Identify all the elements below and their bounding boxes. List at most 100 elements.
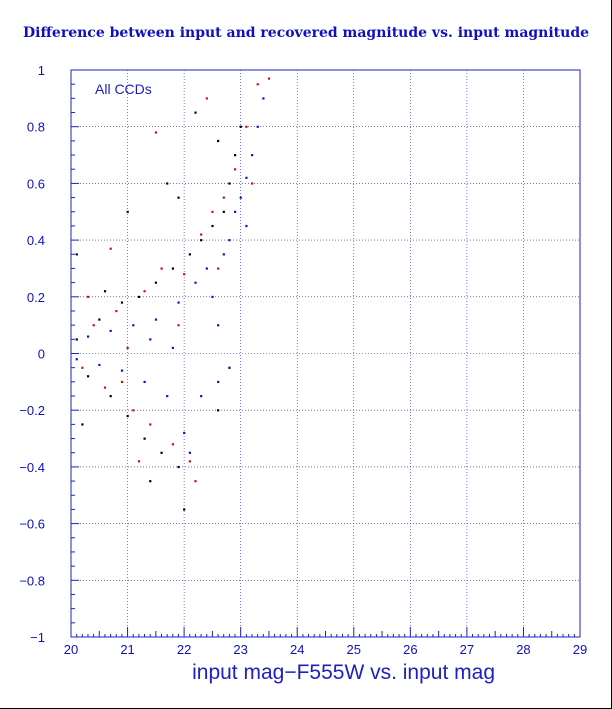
data-point-series-1 [149, 480, 152, 483]
data-point-series-2 [149, 423, 152, 426]
data-point-series-2 [256, 83, 259, 86]
data-point-series-1 [126, 210, 129, 213]
y-tick-label: 0.2 [27, 290, 45, 305]
y-tick-label: −0.6 [19, 517, 45, 532]
data-point-series-3 [262, 97, 265, 100]
data-point-series-1 [160, 451, 163, 454]
data-point-series-1 [239, 125, 242, 128]
data-point-series-1 [183, 508, 186, 511]
data-point-series-1 [217, 409, 220, 412]
data-point-series-2 [92, 324, 95, 327]
data-point-series-3 [188, 451, 191, 454]
data-point-series-3 [86, 335, 90, 338]
chart-title: Difference between input and recovered m… [22, 25, 590, 41]
data-point-series-3 [222, 253, 225, 256]
x-tick-label: 25 [347, 642, 361, 657]
data-point-series-2 [183, 273, 186, 276]
x-tick-label: 27 [460, 642, 474, 657]
data-point-series-3 [245, 224, 248, 228]
data-point-series-3 [217, 380, 220, 384]
data-point-series-1 [217, 139, 220, 143]
data-point-series-2 [109, 247, 112, 250]
data-point-series-2 [267, 77, 271, 80]
data-point-series-3 [177, 301, 180, 304]
y-tick-label: 0.4 [27, 233, 45, 248]
data-point-series-1 [188, 253, 191, 256]
data-point-series-3 [211, 295, 214, 298]
data-point-series-1 [126, 414, 129, 418]
x-axis-label: input mag−F555W vs. input mag [192, 661, 495, 684]
data-point-series-1 [120, 301, 124, 304]
data-point-series-3 [228, 239, 231, 242]
data-point-series-1 [103, 290, 107, 293]
data-point-series-2 [120, 380, 124, 384]
data-point-series-1 [137, 295, 141, 298]
data-point-series-3 [171, 346, 174, 350]
data-point-series-3 [154, 318, 158, 321]
data-point-series-2 [86, 295, 90, 298]
data-point-series-2 [132, 409, 135, 412]
data-point-series-2 [188, 460, 191, 463]
data-point-series-2 [143, 290, 146, 293]
data-point-series-1 [211, 224, 214, 228]
data-point-series-3 [149, 338, 152, 341]
data-point-series-1 [154, 281, 158, 284]
data-point-series-2 [160, 267, 163, 270]
data-point-series-2 [194, 480, 197, 483]
x-tick-label: 29 [573, 642, 587, 657]
x-tick-label: 20 [64, 642, 78, 657]
data-point-series-2 [115, 309, 118, 313]
data-point-series-2 [217, 267, 220, 270]
data-point-series-1 [75, 253, 78, 256]
data-point-series-3 [239, 196, 242, 199]
data-point-series-3 [250, 154, 254, 157]
data-point-series-2 [103, 386, 107, 389]
data-point-series-3 [205, 267, 208, 270]
data-point-series-3 [132, 324, 135, 327]
data-point-series-3 [109, 329, 112, 333]
data-point-series-2 [234, 168, 237, 171]
x-tick-label: 28 [516, 642, 530, 657]
x-tick-label: 23 [233, 642, 247, 657]
x-tick-label: 24 [290, 642, 304, 657]
data-point-series-2 [177, 324, 180, 327]
data-point-series-2 [171, 443, 174, 446]
data-point-series-1 [171, 267, 174, 270]
data-point-series-3 [234, 210, 237, 213]
data-point-series-2 [137, 460, 141, 463]
data-point-series-1 [194, 111, 197, 114]
data-point-series-3 [183, 431, 186, 435]
data-point-series-1 [86, 375, 90, 378]
data-point-series-1 [143, 437, 146, 440]
data-point-series-1 [75, 338, 78, 341]
data-point-series-1 [98, 318, 101, 321]
data-point-series-1 [177, 465, 180, 469]
data-point-series-3 [245, 176, 248, 179]
y-tick-label: 0.8 [27, 120, 45, 135]
data-point-series-2 [205, 97, 208, 100]
y-tick-label: −0.2 [19, 403, 45, 418]
y-tick-label: 1 [38, 63, 45, 78]
data-point-series-1 [234, 154, 237, 157]
x-tick-label: 22 [177, 642, 191, 657]
y-tick-label: −1 [30, 630, 45, 645]
data-point-series-3 [166, 395, 169, 398]
data-point-series-1 [166, 182, 169, 185]
data-point-series-3 [143, 380, 146, 384]
data-point-series-3 [98, 363, 101, 367]
data-point-series-3 [256, 125, 259, 128]
data-point-series-3 [120, 369, 124, 372]
data-point-series-3 [217, 324, 220, 327]
y-tick-label: −0.4 [19, 460, 45, 475]
y-tick-label: −0.8 [19, 573, 45, 588]
data-point-series-2 [250, 182, 254, 185]
data-point-series-2 [154, 131, 158, 134]
data-point-series-1 [222, 210, 225, 213]
data-point-series-1 [81, 423, 84, 426]
data-point-series-3 [75, 358, 78, 361]
data-point-series-1 [177, 196, 180, 199]
data-point-series-2 [222, 196, 225, 199]
data-point-series-2 [245, 125, 248, 128]
